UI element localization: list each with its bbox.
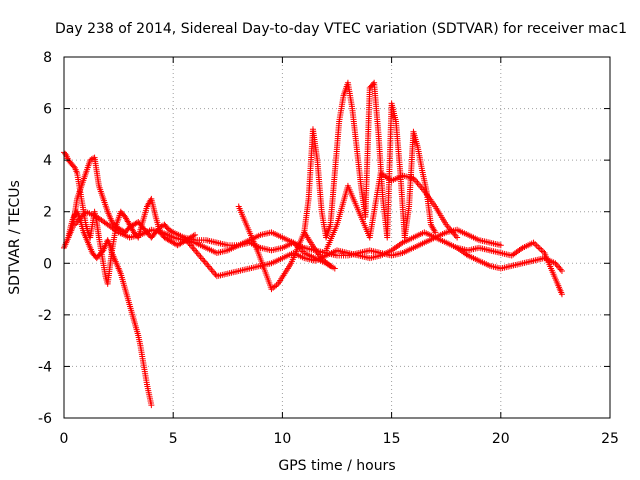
data-point-marker (432, 229, 439, 236)
data-point-marker (331, 265, 338, 272)
data-point-marker (555, 263, 562, 270)
y-axis-label: SDTVAR / TECUs (7, 180, 23, 295)
data-point-marker (532, 241, 539, 248)
data-point-marker (327, 262, 334, 269)
data-point-marker (535, 244, 542, 251)
x-tick-label: 15 (383, 431, 401, 447)
data-point-marker (558, 268, 565, 275)
y-tick-label: -4 (38, 359, 52, 375)
data-point-marker (536, 245, 543, 252)
data-point-marker (454, 234, 461, 241)
y-tick-label: 6 (43, 102, 52, 118)
data-point-marker (148, 402, 155, 409)
data-point-marker (370, 81, 377, 88)
data-point-marker (538, 247, 545, 254)
x-axis-label: GPS time / hours (278, 458, 395, 474)
y-tick-label: -6 (38, 411, 52, 427)
data-marks (61, 79, 565, 409)
data-point-marker (556, 264, 563, 271)
y-tick-label: 2 (43, 205, 52, 221)
data-point-marker (70, 163, 77, 170)
chart-title: Day 238 of 2014, Sidereal Day-to-day VTE… (55, 21, 627, 37)
y-tick-label: 0 (43, 256, 52, 272)
y-tick-label: -2 (38, 308, 52, 324)
data-point-marker (558, 291, 565, 298)
y-tick-label: 8 (43, 50, 52, 66)
grid-lines (64, 57, 610, 418)
y-tick-label: 4 (43, 153, 52, 169)
x-tick-label: 20 (492, 431, 510, 447)
data-point-marker (557, 266, 564, 273)
x-tick-label: 5 (169, 431, 178, 447)
x-tick-label: 25 (601, 431, 619, 447)
x-tick-label: 0 (60, 431, 69, 447)
data-point-marker (497, 242, 504, 249)
data-point-marker (192, 231, 199, 238)
data-point-marker (62, 150, 69, 157)
x-tick-label: 10 (273, 431, 291, 447)
data-point-marker (168, 228, 175, 235)
axis-ticks: 0 5 10 15 20 25 -6 -4 -2 0 2 4 6 8 (38, 50, 619, 447)
plot-frame (63, 56, 611, 419)
